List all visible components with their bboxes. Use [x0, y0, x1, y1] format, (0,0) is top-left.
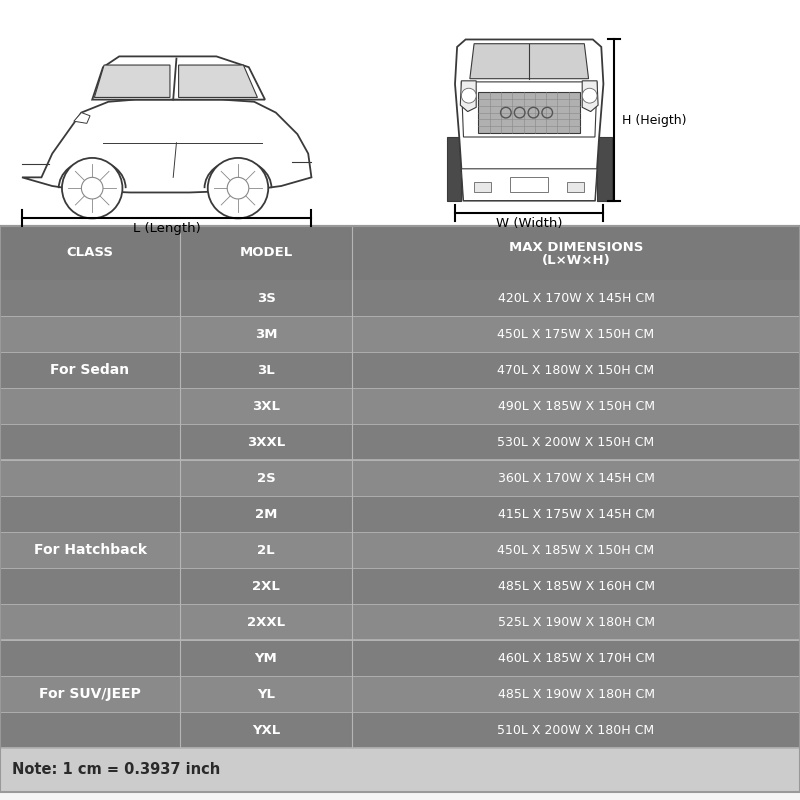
Text: YXL: YXL [252, 723, 280, 737]
Text: 510L X 200W X 180H CM: 510L X 200W X 180H CM [498, 723, 654, 737]
Text: 420L X 170W X 145H CM: 420L X 170W X 145H CM [498, 291, 654, 305]
Text: L (Length): L (Length) [133, 222, 201, 234]
Bar [0, 316, 800, 352]
Bar [0, 460, 800, 496]
Polygon shape [94, 65, 170, 98]
Bar [474, 182, 491, 192]
Bar [567, 182, 584, 192]
Polygon shape [582, 81, 598, 111]
Text: CLASS: CLASS [66, 246, 114, 259]
Bar [597, 137, 612, 201]
Text: 2L: 2L [257, 543, 275, 557]
Text: 530L X 200W X 150H CM: 530L X 200W X 150H CM [498, 435, 654, 449]
Text: 485L X 190W X 180H CM: 485L X 190W X 180H CM [498, 687, 654, 701]
Bar [0, 676, 800, 712]
Text: YM: YM [254, 651, 278, 665]
Circle shape [462, 88, 476, 103]
Bar [0, 496, 800, 532]
Polygon shape [74, 113, 90, 123]
Text: 3L: 3L [257, 363, 275, 377]
Circle shape [208, 158, 268, 218]
Polygon shape [178, 65, 258, 98]
Polygon shape [22, 100, 311, 193]
Text: MAX DIMENSIONS: MAX DIMENSIONS [509, 242, 643, 254]
Polygon shape [455, 39, 603, 201]
Circle shape [82, 178, 103, 199]
Bar [0, 352, 800, 388]
Bar [446, 137, 462, 201]
Circle shape [582, 88, 597, 103]
Text: For SUV/JEEP: For SUV/JEEP [39, 687, 141, 701]
Bar [0, 640, 800, 676]
Text: 470L X 180W X 150H CM: 470L X 180W X 150H CM [498, 363, 654, 377]
Text: 415L X 175W X 145H CM: 415L X 175W X 145H CM [498, 507, 654, 521]
Text: 3M: 3M [254, 327, 278, 341]
Bar [0, 568, 800, 604]
Text: H (Heigth): H (Heigth) [622, 114, 686, 126]
Text: W (Width): W (Width) [496, 217, 562, 230]
Text: Note: 1 cm = 0.3937 inch: Note: 1 cm = 0.3937 inch [12, 762, 220, 778]
Bar [0, 388, 800, 424]
Bar [0, 604, 800, 640]
Bar [0, 712, 800, 748]
Bar [0, 424, 800, 460]
Polygon shape [462, 82, 597, 137]
Text: 485L X 185W X 160H CM: 485L X 185W X 160H CM [498, 579, 654, 593]
Bar [0, 748, 800, 792]
Text: YL: YL [257, 687, 275, 701]
Text: 360L X 170W X 145H CM: 360L X 170W X 145H CM [498, 471, 654, 485]
Text: 3S: 3S [257, 291, 275, 305]
Text: 2XXL: 2XXL [247, 615, 285, 629]
Bar [510, 178, 548, 192]
Text: MODEL: MODEL [239, 246, 293, 259]
Bar [478, 93, 580, 133]
Text: 2S: 2S [257, 471, 275, 485]
Text: 2XL: 2XL [252, 579, 280, 593]
Bar [0, 226, 800, 792]
Circle shape [227, 178, 249, 199]
Text: For Hatchback: For Hatchback [34, 543, 146, 557]
Bar [0, 532, 800, 568]
Bar [0, 226, 800, 280]
Text: 460L X 185W X 170H CM: 460L X 185W X 170H CM [498, 651, 654, 665]
Text: (L×W×H): (L×W×H) [542, 254, 610, 267]
Text: For Sedan: For Sedan [50, 363, 130, 377]
Text: 3XXL: 3XXL [247, 435, 285, 449]
Text: 490L X 185W X 150H CM: 490L X 185W X 150H CM [498, 399, 654, 413]
Bar [0, 280, 800, 316]
Polygon shape [462, 169, 597, 201]
Circle shape [62, 158, 122, 218]
Polygon shape [470, 44, 589, 78]
Text: 525L X 190W X 180H CM: 525L X 190W X 180H CM [498, 615, 654, 629]
Bar [0, 0, 800, 226]
Polygon shape [92, 56, 265, 100]
Text: 450L X 185W X 150H CM: 450L X 185W X 150H CM [498, 543, 654, 557]
Text: 450L X 175W X 150H CM: 450L X 175W X 150H CM [498, 327, 654, 341]
Text: 2M: 2M [255, 507, 277, 521]
Text: 3XL: 3XL [252, 399, 280, 413]
Polygon shape [460, 81, 476, 111]
